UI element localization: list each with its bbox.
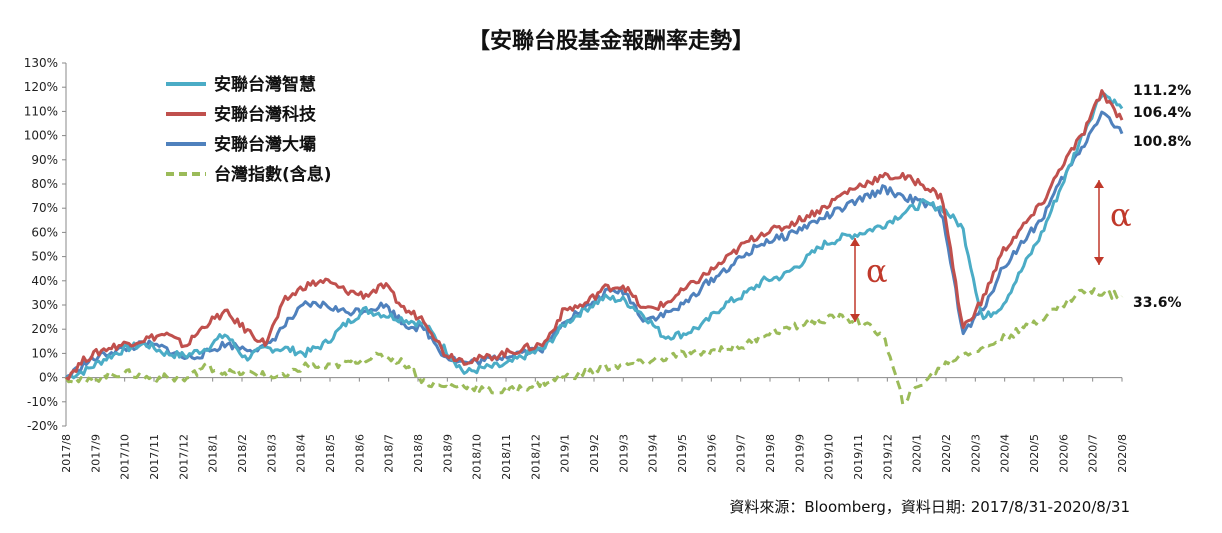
x-tick-label: 2019/11 [852,434,865,480]
alpha-arrow-head [1094,180,1104,188]
legend-label: 安聯台灣科技 [214,104,317,125]
axes: 130% 120% 110% 100% 90% 80% 70% 60% 50% 40% 30% 20%… [24,56,1129,480]
x-tick-label: 2019/2 [588,434,601,473]
end-value-label: 100.8% [1133,134,1191,150]
x-tick-label: 2020/8 [1116,434,1129,473]
end-value-label: 33.6% [1133,295,1182,311]
x-tick-label: 2018/2 [236,434,249,473]
x-tick-label: 2018/10 [471,434,484,480]
alpha-symbol: α [1110,196,1132,234]
x-tick-label: 2019/6 [705,434,718,473]
x-tick-label: 2018/6 [353,434,366,473]
y-tick-label: 0% [39,371,58,385]
series-line [65,92,1124,380]
x-tick-label: 2019/7 [735,434,748,473]
y-tick-label: 60% [31,225,58,239]
y-tick-label: -20% [27,419,58,433]
x-tick-label: 2018/7 [383,434,396,473]
x-tick-label: 2020/7 [1087,434,1100,473]
x-tick-label: 2019/8 [764,434,777,473]
y-tick-label: 100% [24,129,58,143]
alpha-arrow-head [1094,257,1104,265]
y-tick-label: 30% [31,298,58,312]
x-tick-label: 2020/2 [940,434,953,473]
source-note: 資料來源：Bloomberg，資料日期: 2017/8/31-2020/8/31 [729,498,1130,516]
x-tick-label: 2020/1 [911,434,924,473]
x-tick-label: 2019/4 [647,434,660,473]
x-tick-label: 2017/10 [119,434,132,480]
chart-title: 【安聯台股基金報酬率走勢】 [468,28,754,54]
x-tick-label: 2018/4 [295,434,308,473]
x-tick-label: 2018/3 [265,434,278,473]
end-value-label: 106.4% [1133,105,1191,121]
y-tick-label: 70% [31,201,58,215]
x-tick-label: 2018/12 [529,434,542,480]
y-tick-label: 40% [31,274,58,288]
x-tick-label: 2020/5 [1028,434,1041,473]
y-tick-label: 90% [31,153,58,167]
x-tick-label: 2017/9 [89,434,102,473]
y-tick-label: 130% [24,56,58,70]
x-tick-label: 2018/8 [412,434,425,473]
x-tick-label: 2019/12 [881,434,894,480]
legend-label: 安聯台灣大壩 [214,134,316,155]
alpha-arrow-head [850,314,860,322]
x-tick-label: 2020/3 [969,434,982,473]
x-tick-label: 2019/1 [559,434,572,473]
x-tick-label: 2018/11 [500,434,513,480]
y-tick-label: 120% [24,80,58,94]
x-tick-label: 2018/9 [441,434,454,473]
x-tick-label: 2019/5 [676,434,689,473]
x-tick-label: 2018/1 [207,434,220,473]
x-tick-label: 2018/5 [324,434,337,473]
x-tick-label: 2020/6 [1057,434,1070,473]
x-tick-label: 2019/10 [823,434,836,480]
alpha-arrow-head [850,238,860,246]
x-tick-label: 2017/12 [177,434,190,480]
series-line [64,287,1124,406]
x-tick-label: 2019/3 [617,434,630,473]
y-tick-label: 10% [31,346,58,360]
x-tick-label: 2019/9 [793,434,806,473]
legend-label: 安聯台灣智慧 [214,74,316,95]
x-tick-label: 2017/11 [148,434,161,480]
y-tick-label: -10% [27,395,58,409]
y-tick-label: 50% [31,250,58,264]
y-tick-label: 80% [31,177,58,191]
series-group [64,89,1124,406]
series-line [65,89,1124,381]
alpha-symbol: α [866,252,888,290]
legend-label: 台灣指數(含息) [214,164,332,185]
y-tick-label: 110% [24,104,58,118]
end-value-label: 111.2% [1133,83,1191,99]
annotations: 111.2% 106.4% 100.8% 33.6% α α [850,83,1191,322]
x-tick-label: 2020/4 [999,434,1012,473]
x-tick-label: 2017/8 [60,434,73,473]
y-tick-label: 20% [31,322,58,336]
